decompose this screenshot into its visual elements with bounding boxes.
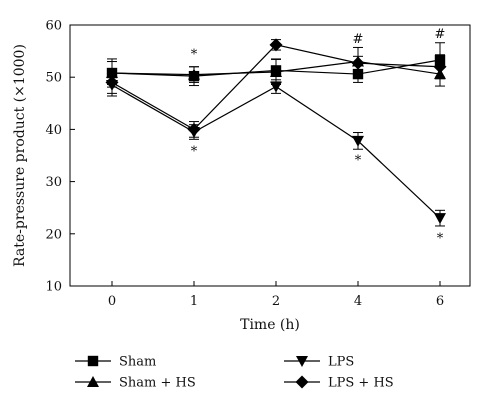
y-tick-label: 10 xyxy=(45,280,62,295)
legend-marker xyxy=(295,375,309,389)
legend-marker xyxy=(87,355,99,367)
plot-area: * * # * # * xyxy=(105,27,447,246)
series-line xyxy=(111,84,441,219)
data-point xyxy=(270,65,282,77)
significance-mark: * xyxy=(191,144,198,159)
legend-item-sham-hs: Sham + HS xyxy=(75,376,196,391)
data-point xyxy=(352,135,364,147)
data-point xyxy=(351,56,365,70)
x-tick-label: 1 xyxy=(190,294,198,309)
data-point xyxy=(105,75,119,89)
legend-item-lps-hs: LPS + HS xyxy=(284,375,394,391)
legend-item-sham: Sham xyxy=(75,355,156,370)
legend-label: LPS xyxy=(328,355,354,370)
series-lps-hs xyxy=(105,38,447,138)
legend-label: Sham + HS xyxy=(119,376,196,391)
plot-frame xyxy=(69,24,471,287)
legend-marker xyxy=(296,356,308,367)
legend-label: LPS + HS xyxy=(328,376,394,391)
y-tick-label: 40 xyxy=(45,123,62,138)
significance-mark: # xyxy=(353,32,364,47)
legend: Sham LPS Sham + HS LPS + HS xyxy=(75,355,394,391)
series-sham-hs xyxy=(106,46,446,87)
x-tick-label: 6 xyxy=(436,294,444,309)
y-axis-label: Rate-pressure product (×1000) xyxy=(12,44,28,267)
data-point xyxy=(434,213,446,225)
significance-mark: # xyxy=(435,27,446,42)
legend-marker xyxy=(87,376,99,387)
data-point xyxy=(433,60,447,74)
data-point xyxy=(188,68,200,80)
y-tick-label: 20 xyxy=(45,227,62,242)
x-axis-label: Time (h) xyxy=(240,317,300,333)
data-point xyxy=(269,38,283,52)
series-lps xyxy=(106,76,446,227)
x-tick-label: 2 xyxy=(272,294,280,309)
legend-item-lps: LPS xyxy=(284,355,354,370)
y-tick-label: 50 xyxy=(45,71,62,86)
y-tick-label: 60 xyxy=(45,19,62,34)
significance-mark: * xyxy=(191,48,198,63)
x-tick-label: 4 xyxy=(354,294,362,309)
legend-label: Sham xyxy=(119,355,156,370)
y-tick-label: 30 xyxy=(45,175,62,190)
x-tick-label: 0 xyxy=(108,294,116,309)
data-point xyxy=(187,122,201,136)
significance-mark: * xyxy=(437,231,444,246)
significance-mark: * xyxy=(355,154,362,169)
axes: 10 20 30 40 50 60 0 1 2 4 6 Time (h) Rate-pressure p… xyxy=(12,19,471,333)
